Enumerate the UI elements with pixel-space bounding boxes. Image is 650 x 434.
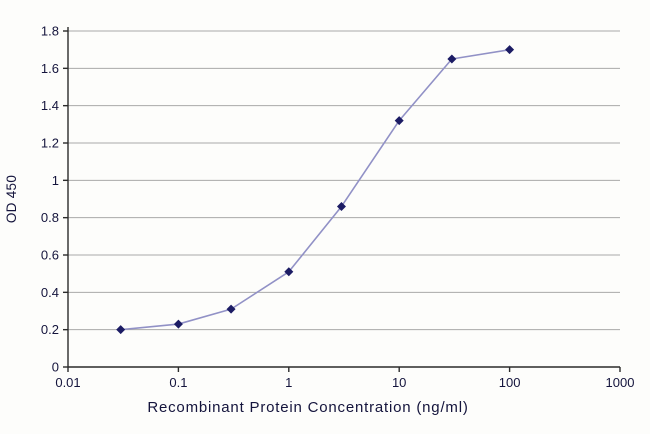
x-tick-label: 0.01	[55, 375, 80, 390]
plot-layer: 0 0.2 0.4 0.6 0.8 1 1.2 1.4 1.6 1.8 0.01 0.1 1 10 100 1…	[41, 24, 635, 391]
x-tick-label: 0.1	[169, 375, 187, 390]
y-tick-label: 0.8	[41, 210, 59, 225]
y-tick-label: 0	[52, 360, 59, 375]
y-tick-label: 1.4	[41, 98, 59, 113]
data-point-marker	[226, 304, 236, 314]
x-axis-title: Recombinant Protein Concentration (ng/ml…	[147, 399, 468, 416]
y-tick-label: 0.2	[41, 322, 59, 337]
y-tick-label: 1.8	[41, 24, 59, 39]
x-tick-label: 1	[285, 375, 292, 390]
x-tick-label: 10	[392, 375, 406, 390]
y-axis-title: OD 450	[4, 175, 19, 223]
data-point-marker	[447, 54, 457, 64]
y-tick-label: 1.2	[41, 136, 59, 151]
x-tick-label: 100	[499, 375, 521, 390]
data-point-marker	[284, 267, 294, 277]
data-point-marker	[336, 201, 346, 211]
series-line	[120, 48, 510, 331]
data-point-marker	[505, 45, 515, 55]
data-point-marker	[116, 325, 126, 335]
y-tick-label: 0.6	[41, 248, 59, 263]
y-tick-label: 1.6	[41, 61, 59, 76]
y-tick-label: 1	[52, 173, 59, 188]
y-tick-label: 0.4	[41, 285, 59, 300]
data-point-marker	[173, 319, 183, 329]
data-point-marker	[394, 116, 404, 126]
x-tick-label: 1000	[606, 375, 635, 390]
